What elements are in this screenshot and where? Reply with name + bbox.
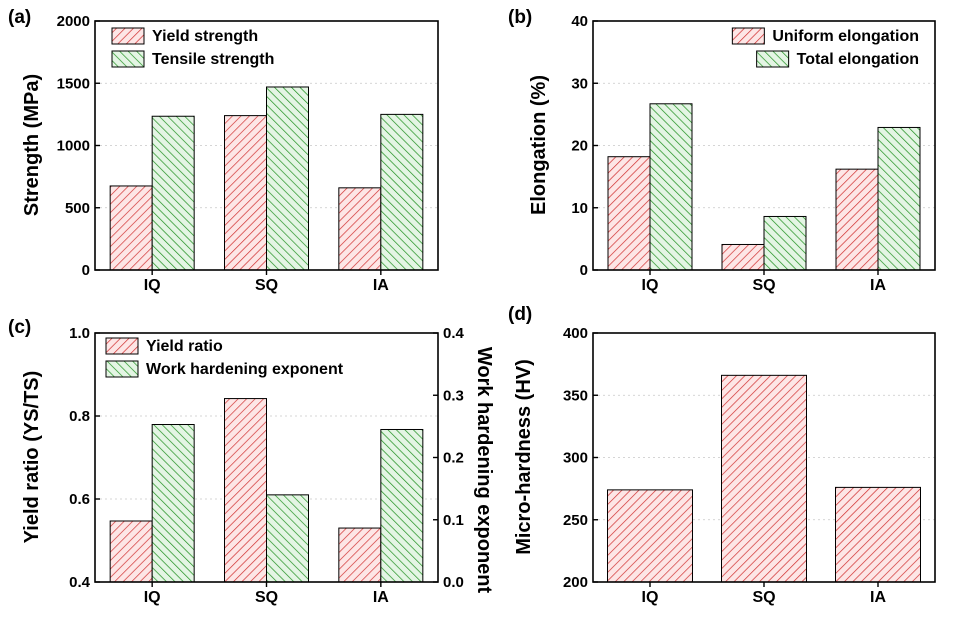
legend-label: Yield strength	[152, 28, 258, 45]
y2-axis-title: Work hardening exponent	[473, 347, 495, 594]
x-tick-label: IQ	[144, 277, 161, 294]
y-tick-label: 0	[82, 262, 90, 279]
y-tick-label: 250	[563, 512, 588, 529]
y-tick-label: 1500	[57, 75, 90, 92]
bar-ia-tensile-strength	[380, 113, 424, 271]
y-tick-label: 0	[580, 262, 588, 279]
y-tick-label: 350	[563, 387, 588, 404]
bar-ia-total-elongation	[877, 126, 921, 271]
bar-sq-yield-ratio	[224, 398, 267, 583]
y-axis-title: Yield ratio (YS/TS)	[21, 371, 43, 544]
panel-label: (c)	[8, 317, 31, 338]
x-tick-label: IA	[373, 277, 389, 294]
y-axis-title: Micro-hardness (HV)	[513, 359, 535, 555]
x-tick-label: IA	[373, 589, 389, 606]
chart-panel-2: 0.4 0.6 0.8 1.0 0.0 0.1 0.2 0.3 0.4 Work hardenin…	[8, 317, 495, 606]
legend-label: Work hardening exponent	[146, 361, 344, 378]
legend: Yield ratio Work hardening exponent	[105, 337, 344, 378]
x-tick-label: IQ	[642, 589, 659, 606]
y-tick-label: 20	[571, 138, 588, 155]
y-tick-label: 300	[563, 450, 588, 467]
panel-label: (d)	[508, 304, 532, 325]
y2-tick-label: 0.2	[443, 450, 464, 467]
chart-panel-3: 200 250 300 350 400 IQ SQ IA Micro-hardness (HV)…	[508, 304, 936, 606]
x-tick-label: SQ	[752, 589, 775, 606]
legend-label: Total elongation	[797, 51, 919, 68]
bar-iq-value	[607, 489, 693, 583]
x-tick-label: IA	[870, 277, 886, 294]
bar-ia-value	[835, 486, 921, 583]
bar-iq-uniform-elongation	[607, 156, 651, 271]
legend-swatch-red	[731, 27, 765, 45]
y-tick-label: 500	[65, 200, 90, 217]
bar-ia-uniform-elongation	[835, 168, 879, 271]
y-tick-label: 200	[563, 574, 588, 591]
panel-label: (a)	[8, 7, 31, 28]
y2-tick-label: 0.3	[443, 387, 464, 404]
y-tick-label: 30	[571, 75, 588, 92]
y-axis-title: Elongation (%)	[528, 75, 550, 215]
bar-sq-yield-strength	[224, 115, 267, 271]
chart-panel-1: 0 10 20 30 40 IQ SQ IA Elongation (%) (b) Uniform …	[508, 7, 936, 294]
bar-iq-total-elongation	[649, 103, 693, 271]
legend-label: Yield ratio	[146, 338, 223, 355]
x-tick-label: IA	[870, 589, 886, 606]
y-tick-label: 0.8	[69, 408, 90, 425]
bar-ia-yield-strength	[338, 187, 382, 271]
legend-swatch-green	[756, 50, 790, 68]
y-tick-label: 10	[571, 200, 588, 217]
y-tick-label: 1.0	[69, 325, 90, 342]
bar-ia-yield-ratio	[338, 527, 382, 583]
y-axis-title: Strength (MPa)	[21, 74, 43, 216]
bar-ia-work-hardening-exponent	[380, 428, 424, 583]
legend-label: Uniform elongation	[772, 28, 919, 45]
x-tick-label: SQ	[255, 277, 278, 294]
legend: Yield strength Tensile strength	[111, 27, 274, 68]
y2-tick-label: 0.4	[443, 325, 465, 342]
bar-iq-work-hardening-exponent	[151, 424, 195, 583]
legend-swatch-green	[105, 360, 139, 378]
y2-tick-label: 0.1	[443, 512, 464, 529]
panel-label: (b)	[508, 7, 532, 28]
x-tick-label: SQ	[255, 589, 278, 606]
x-tick-label: IQ	[144, 589, 161, 606]
chart-panel-0: 0 500 1000 1500 2000 IQ SQ IA Strength (MPa) (a) Y…	[8, 7, 439, 294]
legend: Uniform elongation Total elongation	[731, 27, 919, 68]
legend-label: Tensile strength	[152, 51, 274, 68]
bar-iq-tensile-strength	[151, 115, 195, 271]
y-tick-label: 1000	[57, 138, 90, 155]
bar-iq-yield-strength	[109, 185, 153, 271]
legend-swatch-green	[111, 50, 145, 68]
bar-sq-tensile-strength	[266, 86, 309, 271]
y-tick-label: 2000	[57, 13, 90, 30]
legend-swatch-red	[111, 27, 145, 45]
bar-sq-uniform-elongation	[721, 243, 765, 271]
y-tick-label: 40	[571, 13, 588, 30]
bar-sq-total-elongation	[763, 215, 807, 271]
x-tick-label: SQ	[752, 277, 775, 294]
legend-swatch-red	[105, 337, 139, 355]
y2-tick-label: 0.0	[443, 574, 464, 591]
y-tick-label: 0.6	[69, 491, 90, 508]
bar-sq-work-hardening-exponent	[266, 494, 309, 583]
bar-sq-value	[721, 374, 807, 583]
y-tick-label: 0.4	[69, 574, 91, 591]
x-tick-label: IQ	[642, 277, 659, 294]
bar-iq-yield-ratio	[109, 520, 153, 583]
y-tick-label: 400	[563, 325, 588, 342]
